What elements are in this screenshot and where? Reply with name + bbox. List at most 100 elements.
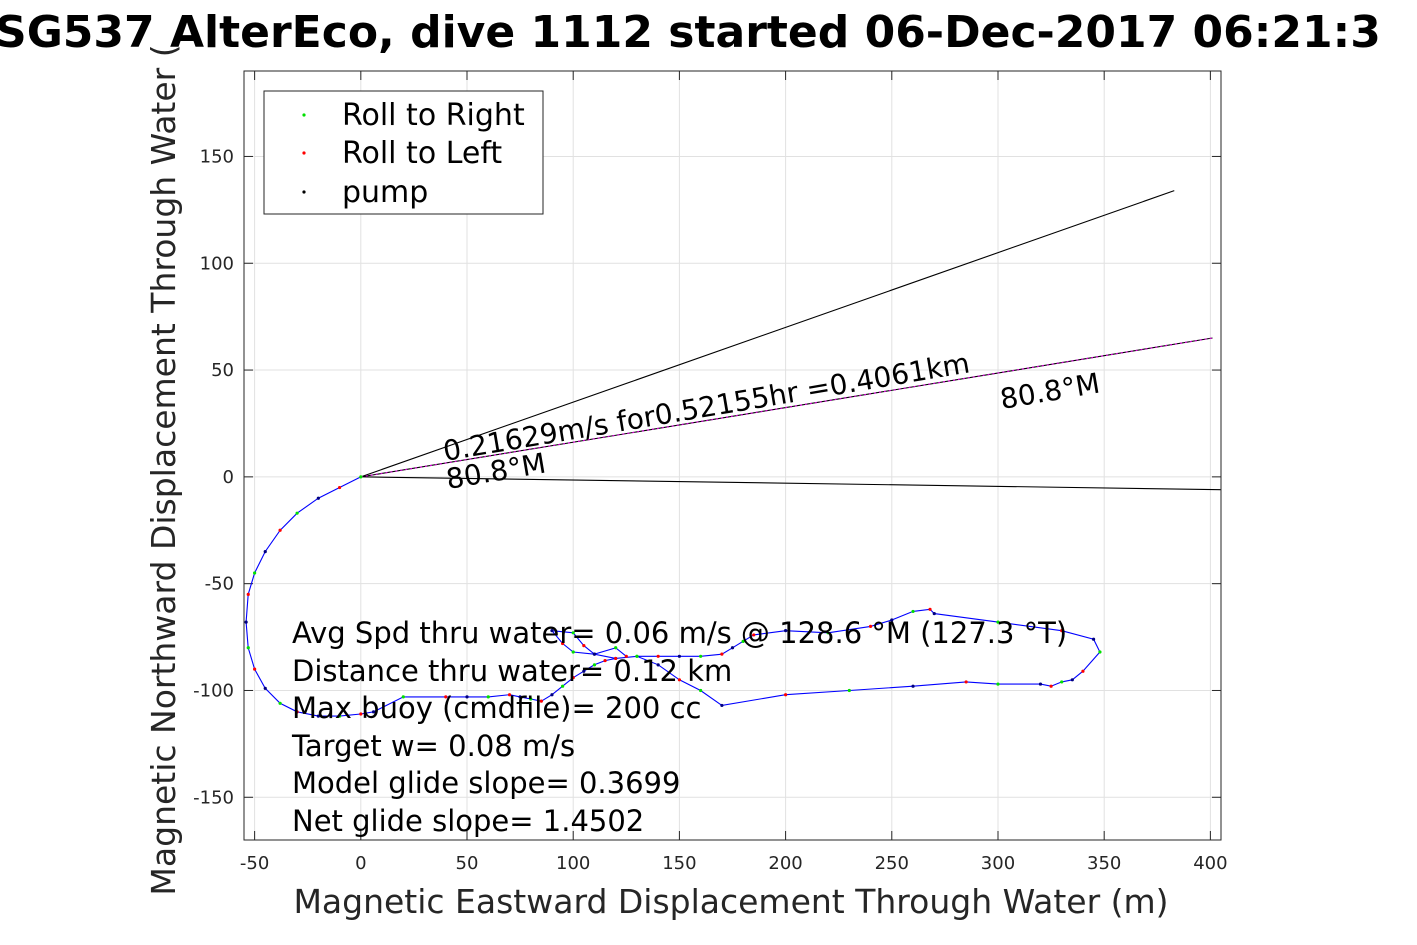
track-point [263,686,267,690]
track-point [1091,637,1096,641]
stat-avg-speed: Avg Spd thru water= 0.06 m/s @ 128.6 °M … [292,616,1067,650]
track-point [932,611,936,616]
track-point [720,652,724,656]
y-tick-label: 150 [200,146,234,167]
legend-marker-pump [302,190,306,194]
track-point [699,688,703,693]
track-point [465,695,469,699]
track-point [1060,680,1064,684]
track-point [263,550,267,554]
track-point [783,693,788,697]
track-point [278,528,282,532]
track-point [295,511,299,515]
stats-block: Avg Spd thru water= 0.06 m/s @ 128.6 °M … [291,616,1067,838]
track-point [624,654,628,658]
heading-mid-overlay [360,337,1213,478]
track-point [996,620,1000,624]
track-point [371,710,376,714]
x-tick-label: 0 [355,853,366,874]
track-point [592,663,597,667]
x-tick-label: 200 [768,853,802,874]
y-tick-label: -150 [193,787,234,808]
track-point [656,654,660,658]
track-point [337,485,342,490]
track-point [699,654,703,658]
track-point [444,695,448,699]
track-point [401,695,405,699]
track-point [656,663,660,667]
x-tick-label: 350 [1087,853,1121,874]
x-tick-label: 300 [981,853,1015,874]
track-point [783,629,788,633]
stat-max-buoy: Max buoy (cmdfile)= 200 cc [292,691,701,725]
track-point [518,695,522,699]
track-point [316,714,320,718]
legend: Roll to Right Roll to Left pump [263,90,544,215]
track-point [890,618,894,622]
heading-lines [360,190,1222,491]
y-tick-label: -100 [193,680,234,701]
track-point [677,654,682,658]
track-point [730,646,735,650]
track-point [316,496,320,500]
track-point [826,631,830,635]
track-point [295,710,299,714]
track-point [253,667,257,671]
x-tick-label: 400 [1193,853,1227,874]
x-tick-label: -50 [240,853,269,874]
heading-lower-line [360,476,1222,491]
track-point [246,592,250,596]
track-point [244,620,248,624]
legend-marker-roll-right [302,113,306,117]
track-point [964,680,968,684]
track-point [911,609,915,614]
legend-label-roll-left: Roll to Left [342,136,502,171]
track-point [571,631,575,635]
track-point [614,656,618,661]
track-point [635,654,639,658]
stat-net-glide: Net glide slope= 1.4502 [292,804,644,838]
track-point [529,697,533,701]
track-point [603,658,607,663]
track-point [507,693,512,697]
track-point [741,639,745,643]
x-tick-label: 100 [556,853,590,874]
track-point [582,669,586,673]
track-point [1081,669,1085,673]
track-point [1060,629,1064,633]
heading-upper-line [360,190,1175,478]
x-axis-label: Magnetic Eastward Displacement Through W… [293,882,1168,921]
track-point [1049,684,1053,688]
track-point [539,699,543,703]
track-point [868,624,873,628]
track-point [996,682,1000,686]
track-point [1070,678,1074,682]
y-ticks: -150 -100 -50 0 50 100 150 [193,146,1221,808]
track-point [246,646,250,650]
track-point [560,684,565,688]
track-point [337,714,342,718]
track-point [592,652,597,656]
track-point [1038,682,1043,686]
y-tick-label: 100 [200,253,234,274]
track-point [752,633,756,637]
track-point [571,676,575,680]
track-point [928,607,932,611]
track-point [614,646,618,650]
x-tick-label: 150 [662,853,696,874]
legend-label-pump: pump [342,175,428,210]
chart-title: SG537 AlterEco, dive 1112 started 06-Dec… [0,7,1381,58]
track-point [359,712,363,716]
track-point [560,641,565,646]
track-point [847,688,851,693]
x-tick-label: 50 [456,853,479,874]
track-point [677,678,682,682]
y-axis-label: Magnetic Northward Displacement Through … [144,44,183,895]
track-point [278,701,282,705]
track-point [550,629,554,633]
track-point [911,684,915,688]
track-point [571,650,575,654]
legend-box [263,90,544,215]
track-point [1098,650,1102,654]
